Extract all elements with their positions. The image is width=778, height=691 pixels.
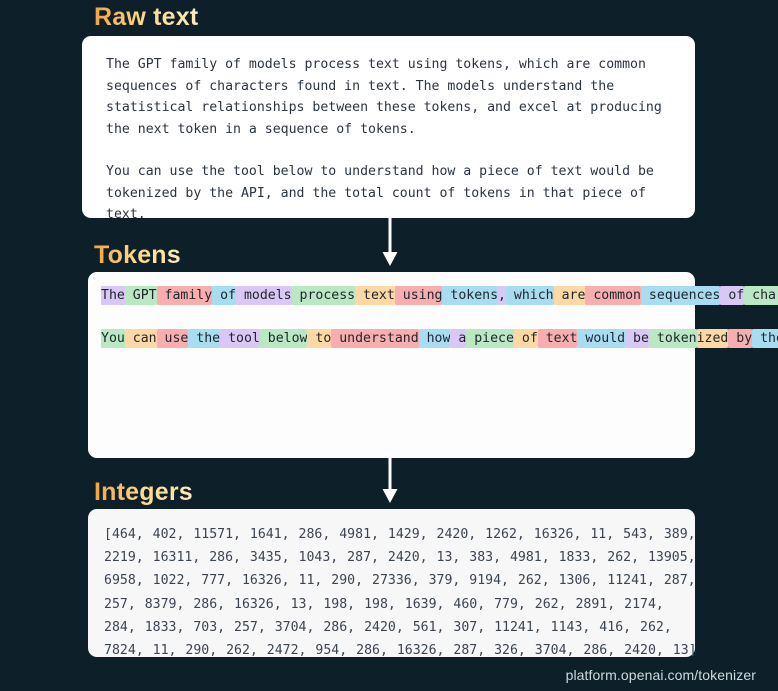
raw-text-card: The GPT family of models process text us… [82,36,695,222]
token-chip: are [553,286,586,305]
token-chip: sequences [640,286,721,305]
raw-text-line: statistical relationships between these … [106,100,662,115]
raw-text-body: The GPT family of models process text us… [82,36,695,238]
token-chip: text [355,286,395,305]
token-chip: of [720,286,745,305]
token-chip: tokens [442,286,499,305]
token-chip: You [101,328,125,348]
token-chip: which [505,286,554,305]
token-chip: of [212,286,236,305]
token-chip: of [513,328,538,348]
token-chip: token [648,328,697,348]
tokens-body: The GPT family of models process text us… [88,272,778,361]
token-chip: use [156,328,189,348]
token-chip: below [259,328,308,348]
token-chip: the [188,328,221,348]
token-chip: a [450,328,467,348]
raw-text-paragraph-1: The GPT family of models process text us… [106,54,671,140]
tokens-paragraph-1: The GPT family of models process text us… [101,285,778,307]
token-chip: text [537,328,578,348]
token-chip: would [577,328,626,348]
token-chip: be [625,328,649,348]
raw-text-line: sequences of characters found in text. T… [106,78,615,94]
token-chip: can [124,328,157,348]
token-chip: common [585,286,641,305]
token-chip: family [156,286,213,305]
raw-text-line: You can use the tool below to understand… [106,164,654,179]
tokens-card: The GPT family of models process text us… [88,272,778,458]
token-chip: the [752,328,778,348]
raw-text-line: text. [106,207,146,222]
token-chip: characters [744,286,778,305]
token-chip: process [291,286,356,305]
integers-line: [464, 402, 11571, 1641, 286, 4981, 1429,… [104,527,696,542]
raw-text-heading: Raw text [94,3,199,31]
token-chip: piece [466,328,514,348]
integers-line: 2219, 16311, 286, 3435, 1043, 287, 2420,… [104,550,696,566]
raw-text-paragraph-2: You can use the tool below to understand… [106,161,671,226]
integers-card: [464, 402, 11571, 1641, 286, 4981, 1429,… [88,509,697,658]
raw-text-line: tokenized by the API, and the total coun… [106,185,646,201]
integers-body: [464, 402, 11571, 1641, 286, 4981, 1429,… [88,509,697,674]
source-url-label: platform.openai.com/tokenizer [565,667,756,683]
integers-heading: Integers [94,478,193,506]
token-chip: The [101,286,125,305]
token-chip: by [728,328,753,348]
token-chip: tool [220,328,260,348]
token-chip: models [236,286,292,305]
token-chip: understand [331,328,419,348]
token-chip: using [394,286,443,305]
token-chip: how [418,328,451,348]
token-chip: ized [696,328,729,348]
raw-text-line: The GPT family of models process text us… [106,57,646,72]
token-chip: to [307,328,332,348]
integers-line: 284, 1833, 703, 257, 3704, 286, 2420, 56… [104,619,672,635]
token-chip: GPT [124,286,157,305]
raw-text-line: the next token in a sequence of tokens. [106,121,416,137]
integers-line: 6958, 1022, 777, 16326, 11, 290, 27336, … [104,573,696,589]
token-chip: , [498,286,506,305]
integers-line: 257, 8379, 286, 16326, 13, 198, 198, 163… [104,596,664,612]
tokens-paragraph-2: You can use the tool below to understand… [101,328,778,350]
integers-line: 7824, 11, 290, 262, 2472, 954, 286, 1632… [104,643,697,659]
tokens-heading: Tokens [94,241,181,269]
down-arrow-icon [378,453,402,505]
down-arrow-icon [378,216,402,268]
